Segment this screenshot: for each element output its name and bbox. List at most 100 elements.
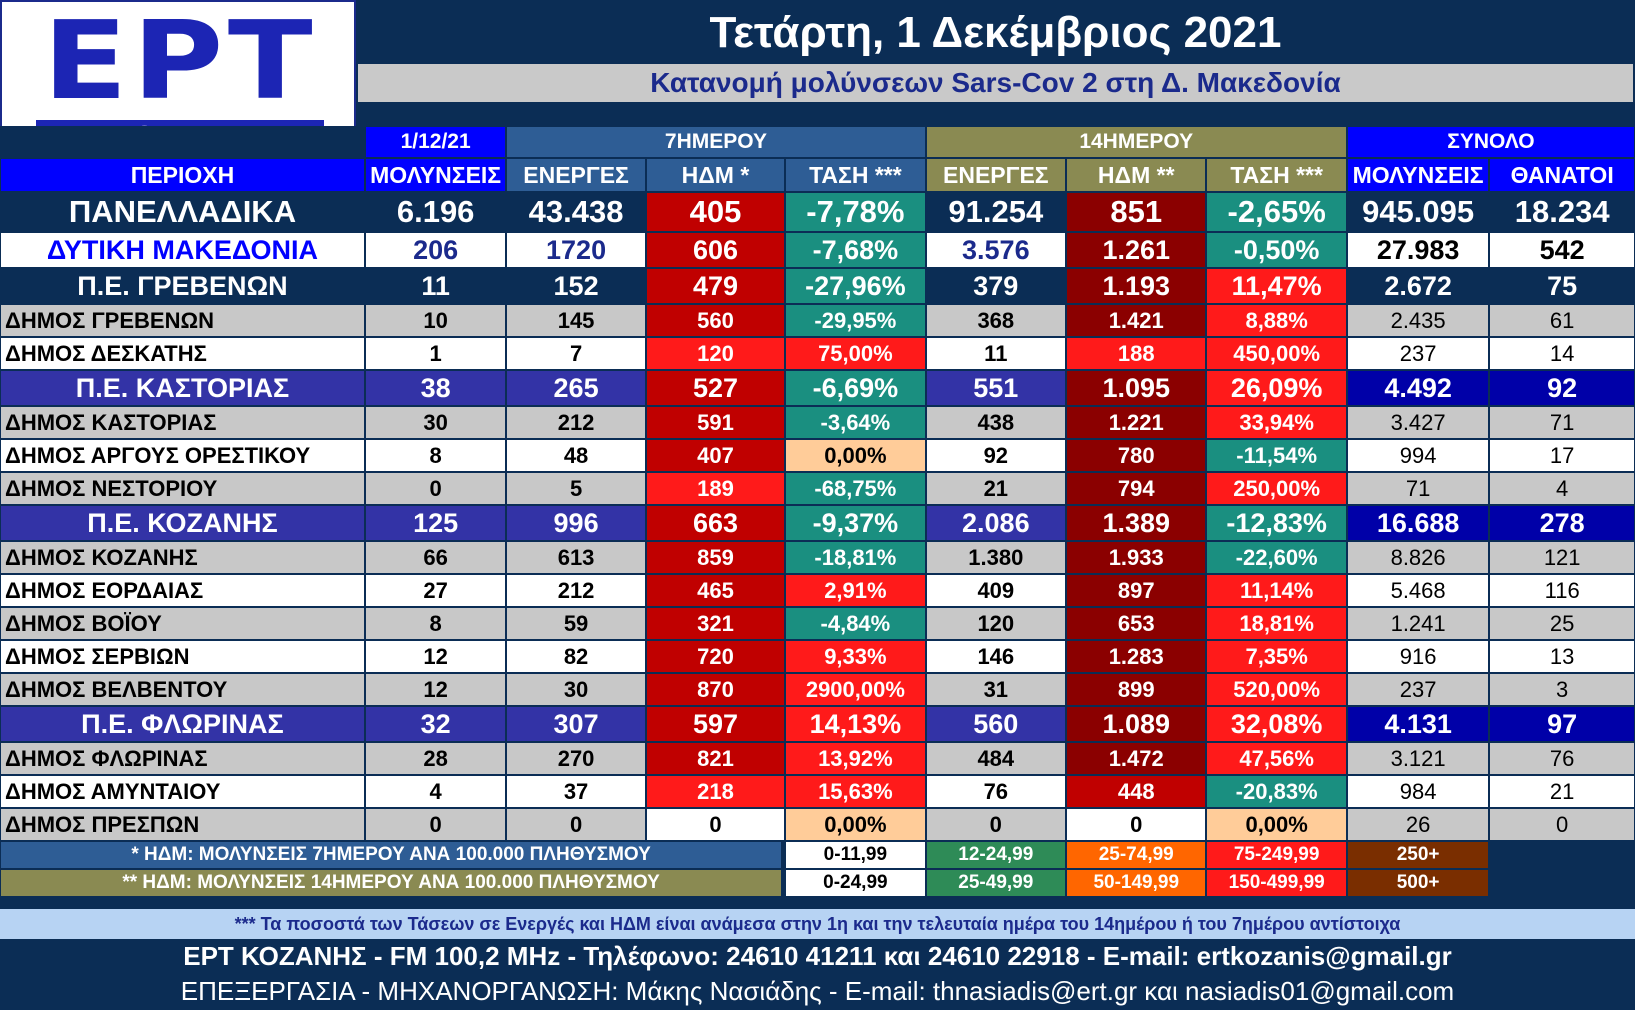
- cell-trend-14: 11,47%: [1206, 268, 1347, 304]
- cell-trend-14: -22,60%: [1206, 541, 1347, 574]
- cell-deaths: 542: [1489, 232, 1635, 268]
- cell-trend-7: 0,00%: [785, 439, 926, 472]
- cell-infections: 28: [364, 742, 507, 775]
- row-area-name: ΔΗΜΟΣ ΝΕΣΤΟΡΙΟΥ: [0, 472, 365, 505]
- cell-hdm-7: 120: [645, 337, 786, 370]
- legend-range: 250+: [1346, 841, 1490, 869]
- cell-active-7: 43.438: [506, 192, 646, 232]
- row-area-name: Π.Ε. ΦΛΩΡΙΝΑΣ: [0, 706, 365, 742]
- cell-active-14: 551: [925, 370, 1067, 406]
- cell-active-14: 368: [925, 304, 1067, 337]
- table-row: ΔΗΜΟΣ ΚΟΖΑΝΗΣ 66 613 859 -18,81% 1.380 1.933 -2…: [0, 541, 1635, 574]
- row-area-name: ΠΑΝΕΛΛΑΔΙΚΑ: [0, 192, 365, 232]
- cell-active-7: 0: [506, 808, 646, 841]
- cell-infections: 12: [364, 673, 507, 706]
- cell-hdm-7: 479: [645, 268, 786, 304]
- cell-hdm-7: 720: [645, 640, 786, 673]
- cell-deaths: 13: [1489, 640, 1635, 673]
- cell-infections: 30: [364, 406, 507, 439]
- cell-trend-14: 0,00%: [1206, 808, 1347, 841]
- legend-range: 0-11,99: [785, 841, 926, 869]
- group-header-date: 1/12/21: [364, 126, 507, 158]
- cell-hdm-14: 0: [1066, 808, 1207, 841]
- cell-active-7: 5: [506, 472, 646, 505]
- cell-active-7: 613: [506, 541, 646, 574]
- column-header-row: ΠΕΡΙΟΧΗ ΜΟΛΥΝΣΕΙΣ ΕΝΕΡΓΕΣ ΗΔΜ * ΤΑΣΗ ***…: [0, 158, 1635, 192]
- row-area-name: ΔΗΜΟΣ ΕΟΡΔΑΙΑΣ: [0, 574, 365, 607]
- cell-total-infections: 5.468: [1346, 574, 1490, 607]
- group-header-14day: 14ΗΜΕΡΟΥ: [925, 126, 1347, 158]
- cell-active-7: 59: [506, 607, 646, 640]
- cell-trend-7: -27,96%: [785, 268, 926, 304]
- cell-deaths: 4: [1489, 472, 1635, 505]
- cell-deaths: 25: [1489, 607, 1635, 640]
- cell-active-7: 7: [506, 337, 646, 370]
- cell-trend-14: -2,65%: [1206, 192, 1347, 232]
- cell-active-14: 560: [925, 706, 1067, 742]
- cell-trend-7: -7,68%: [785, 232, 926, 268]
- cell-hdm-14: 1.193: [1066, 268, 1207, 304]
- cell-hdm-14: 1.089: [1066, 706, 1207, 742]
- cell-active-14: 409: [925, 574, 1067, 607]
- cell-total-infections: 994: [1346, 439, 1490, 472]
- cell-active-7: 307: [506, 706, 646, 742]
- page-title: Τετάρτη, 1 Δεκέμβριος 2021: [709, 8, 1282, 57]
- cell-trend-14: -12,83%: [1206, 505, 1347, 541]
- cell-trend-7: -9,37%: [785, 505, 926, 541]
- cell-deaths: 121: [1489, 541, 1635, 574]
- legend-range: 0-24,99: [785, 869, 926, 897]
- cell-hdm-7: 405: [645, 192, 786, 232]
- cell-infections: 0: [364, 808, 507, 841]
- cell-infections: 8: [364, 439, 507, 472]
- row-area-name: ΔΗΜΟΣ ΒΕΛΒΕΝΤΟΥ: [0, 673, 365, 706]
- cell-infections: 0: [364, 472, 507, 505]
- cell-trend-7: 2900,00%: [785, 673, 926, 706]
- trend-footnote: *** Τα ποσοστά των Τάσεων σε Ενεργές και…: [0, 909, 1635, 939]
- cell-hdm-14: 1.472: [1066, 742, 1207, 775]
- cell-deaths: 21: [1489, 775, 1635, 808]
- cell-deaths: 61: [1489, 304, 1635, 337]
- cell-deaths: 18.234: [1489, 192, 1635, 232]
- cell-active-14: 11: [925, 337, 1067, 370]
- row-area-name: ΔΗΜΟΣ ΓΡΕΒΕΝΩΝ: [0, 304, 365, 337]
- cell-deaths: 17: [1489, 439, 1635, 472]
- cell-active-14: 31: [925, 673, 1067, 706]
- cell-hdm-14: 1.933: [1066, 541, 1207, 574]
- col-header-infections: ΜΟΛΥΝΣΕΙΣ: [364, 158, 507, 192]
- cell-trend-14: 11,14%: [1206, 574, 1347, 607]
- table-row: ΔΗΜΟΣ ΣΕΡΒΙΩΝ 12 82 720 9,33% 146 1.283 7,35% 91…: [0, 640, 1635, 673]
- cell-deaths: 92: [1489, 370, 1635, 406]
- cell-active-7: 212: [506, 406, 646, 439]
- cell-trend-14: 450,00%: [1206, 337, 1347, 370]
- table-row: ΔΗΜΟΣ ΚΑΣΤΟΡΙΑΣ 30 212 591 -3,64% 438 1.221 33,…: [0, 406, 1635, 439]
- footer-credits: ΕΠΕΞΕΡΓΑΣΙΑ - ΜΗΧΑΝΟΡΓΑΝΩΣΗ: Μάκης Νασιά…: [180, 975, 1455, 1006]
- group-header-blank: [0, 126, 365, 158]
- cell-hdm-14: 899: [1066, 673, 1207, 706]
- cell-deaths: 14: [1489, 337, 1635, 370]
- cell-active-7: 152: [506, 268, 646, 304]
- cell-deaths: 97: [1489, 706, 1635, 742]
- cell-hdm-14: 448: [1066, 775, 1207, 808]
- cell-total-infections: 237: [1346, 673, 1490, 706]
- row-area-name: ΔΥΤΙΚΗ ΜΑΚΕΔΟΝΙΑ: [0, 232, 365, 268]
- cell-hdm-14: 1.283: [1066, 640, 1207, 673]
- col-header-hdm-7: ΗΔΜ *: [645, 158, 786, 192]
- cell-total-infections: 2.672: [1346, 268, 1490, 304]
- table-row: ΔΗΜΟΣ ΝΕΣΤΟΡΙΟΥ 0 5 189 -68,75% 21 794 250,00% 7…: [0, 472, 1635, 505]
- row-area-name: ΔΗΜΟΣ ΣΕΡΒΙΩΝ: [0, 640, 365, 673]
- cell-hdm-7: 870: [645, 673, 786, 706]
- col-header-area: ΠΕΡΙΟΧΗ: [0, 158, 365, 192]
- cell-trend-7: -6,69%: [785, 370, 926, 406]
- cell-active-7: 265: [506, 370, 646, 406]
- cell-active-14: 120: [925, 607, 1067, 640]
- table-row: Π.Ε. ΚΑΣΤΟΡΙΑΣ 38 265 527 -6,69% 551 1.095 26,0…: [0, 370, 1635, 406]
- legend-label: * ΗΔΜ: ΜΟΛΥΝΣΕΙΣ 7ΗΜΕΡΟΥ ΑΝΑ 100.000 ΠΛΗ…: [0, 841, 786, 869]
- cell-deaths: 3: [1489, 673, 1635, 706]
- cell-active-14: 2.086: [925, 505, 1067, 541]
- cell-active-7: 48: [506, 439, 646, 472]
- cell-infections: 125: [364, 505, 507, 541]
- row-area-name: ΔΗΜΟΣ ΠΡΕΣΠΩΝ: [0, 808, 365, 841]
- cell-total-infections: 27.983: [1346, 232, 1490, 268]
- table-row: ΔΗΜΟΣ ΔΕΣΚΑΤΗΣ 1 7 120 75,00% 11 188 450,00% 237…: [0, 337, 1635, 370]
- cell-trend-7: 14,13%: [785, 706, 926, 742]
